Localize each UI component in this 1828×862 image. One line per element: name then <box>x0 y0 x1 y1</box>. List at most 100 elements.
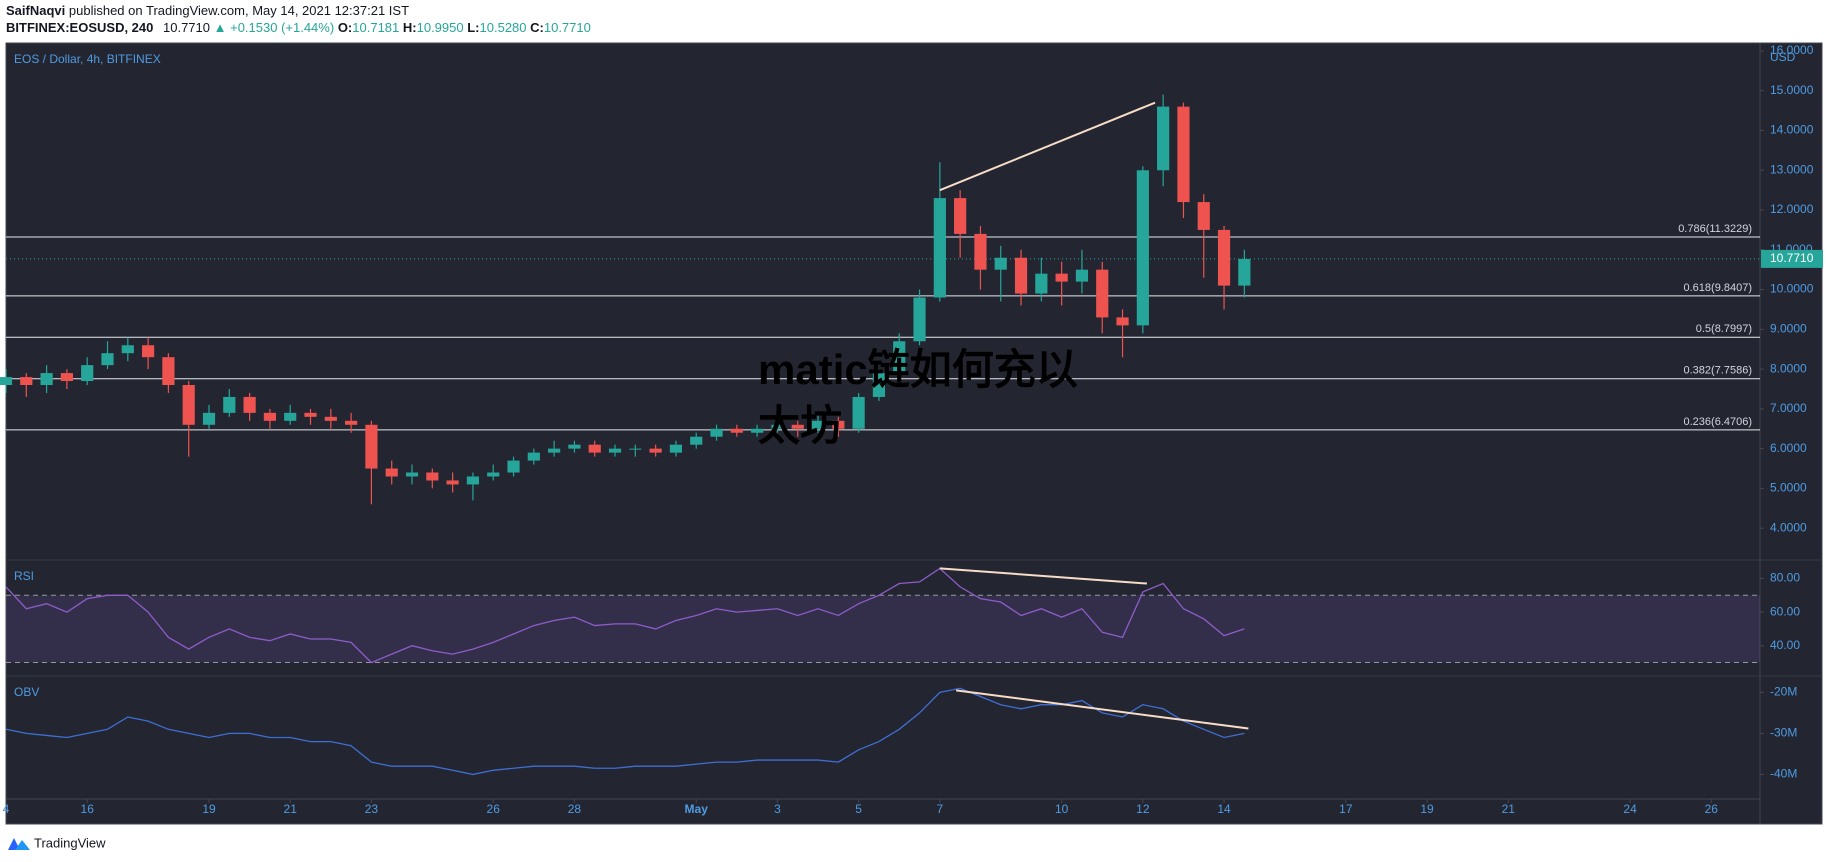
pane-title: OBV <box>14 685 39 699</box>
last-price-box <box>1761 249 1823 268</box>
watermark: matic链如何充以 <box>758 346 1078 393</box>
candle-body <box>20 377 33 386</box>
x-tick-label: 17 <box>1339 802 1353 816</box>
chart-background <box>5 42 1823 825</box>
candle-body <box>1096 269 1109 318</box>
candle-body <box>466 476 480 485</box>
y-tick-label: 14.0000 <box>1770 123 1814 137</box>
ohlc-value: 10.5280 <box>480 20 527 35</box>
candle-body <box>345 420 358 425</box>
candle-body <box>507 460 520 473</box>
y-tick-label: 60.00 <box>1770 604 1800 618</box>
ohlc-label: L: <box>467 20 479 35</box>
candle-body <box>710 428 723 437</box>
candle-body <box>202 412 216 425</box>
candle-body <box>527 452 540 461</box>
candle-body <box>304 412 317 417</box>
candle-body <box>81 365 94 382</box>
candle-body <box>629 448 642 450</box>
fib-label: 0.786(11.3229) <box>1678 223 1752 235</box>
candle-body <box>223 396 236 413</box>
candle-body <box>263 412 277 421</box>
watermark: 太坊 <box>758 402 842 449</box>
candle-body <box>324 416 337 421</box>
x-tick-label: 21 <box>1502 802 1516 816</box>
y-tick-label: -40M <box>1770 767 1797 781</box>
last: 10.7710 <box>163 20 210 35</box>
candle-body <box>588 444 601 453</box>
candle-body <box>60 373 73 382</box>
trend-line <box>939 101 1156 192</box>
candle-body <box>994 257 1007 270</box>
candle-body <box>1075 269 1089 282</box>
ohlc-label: O: <box>338 20 352 35</box>
y-tick-label: 15.0000 <box>1770 83 1814 97</box>
change: ▲ +0.1530 (+1.44%) <box>214 20 335 35</box>
fib-label: 0.236(6.4706) <box>1684 416 1753 428</box>
pane-title: EOS / Dollar, 4h, BITFINEX <box>14 52 161 66</box>
plot-area: EOS / Dollar, 4h, BITFINEX 4.0000 5.0000 6.… <box>0 43 1823 816</box>
y-tick-label: 6.0000 <box>1770 441 1807 455</box>
y-tick-label: 12.0000 <box>1770 202 1814 216</box>
candle-body <box>243 396 256 413</box>
candle-body <box>101 353 114 366</box>
fib-label: 0.5(8.7997) <box>1696 323 1752 335</box>
fib-label: 0.618(9.8407) <box>1684 282 1753 294</box>
candle-body <box>690 436 703 445</box>
x-tick-label: 5 <box>855 802 862 816</box>
candle-body <box>548 448 561 453</box>
ohlc-label: H: <box>403 20 417 35</box>
candle-body <box>1217 229 1231 286</box>
rsi-band <box>6 595 1760 663</box>
indicator-line <box>5 567 1245 664</box>
candle-body <box>852 396 865 429</box>
candle-body <box>405 472 419 477</box>
candle-body <box>40 373 53 386</box>
candle-body <box>1035 273 1048 294</box>
trend-line <box>955 689 1249 730</box>
y-tick-label: 16.0000 <box>1770 43 1814 57</box>
candle-body <box>608 448 622 453</box>
candle-body <box>1055 273 1068 282</box>
x-tick-label: 21 <box>284 802 298 816</box>
x-tick-label: 26 <box>1705 802 1719 816</box>
pane-title: RSI <box>14 569 34 583</box>
candle-body <box>1157 106 1170 171</box>
y-tick-label: -30M <box>1770 726 1797 740</box>
x-tick-label: May <box>685 802 709 816</box>
candle-body <box>933 198 946 298</box>
x-tick-label: 16 <box>81 802 95 816</box>
y-tick-label: 80.00 <box>1770 571 1800 585</box>
ohlc-value: 10.7181 <box>352 20 399 35</box>
x-tick-label: 12 <box>1136 802 1150 816</box>
candle-body <box>426 472 439 481</box>
x-tick-label: 19 <box>202 802 216 816</box>
header-line: SaifNaqvi published on TradingView.com, … <box>6 3 409 18</box>
candle-body <box>649 448 662 453</box>
candle-body <box>811 420 825 429</box>
symbol: BITFINEX:EOSUSD, 240 <box>6 20 153 35</box>
x-tick-label: 19 <box>1420 802 1434 816</box>
candle-body <box>446 480 459 485</box>
candle-body <box>751 428 764 433</box>
x-tick-label: 7 <box>936 802 943 816</box>
candle-body <box>121 345 134 354</box>
y-tick-label: -20M <box>1770 685 1797 699</box>
fib-label: 0.382(7.7586) <box>1684 365 1753 377</box>
symbol-line: BITFINEX:EOSUSD, 240 10.7710 ▲ +0.1530 (… <box>6 20 591 35</box>
y-tick-label: 9.0000 <box>1770 322 1807 336</box>
x-tick-label: 4 <box>3 802 10 816</box>
indicator-line <box>5 687 1245 776</box>
candle-body <box>284 412 297 421</box>
published: published on TradingView.com, May 14, 20… <box>69 3 409 18</box>
candle-body <box>1116 317 1129 326</box>
candle-body <box>893 341 906 374</box>
logo-icon <box>15 840 30 850</box>
candle-body <box>974 233 987 270</box>
y-tick-label: 40.00 <box>1770 638 1800 652</box>
y-tick-label: 4.0000 <box>1770 520 1807 534</box>
y-tick-label: 5.0000 <box>1770 481 1807 495</box>
candle-body <box>669 444 683 453</box>
